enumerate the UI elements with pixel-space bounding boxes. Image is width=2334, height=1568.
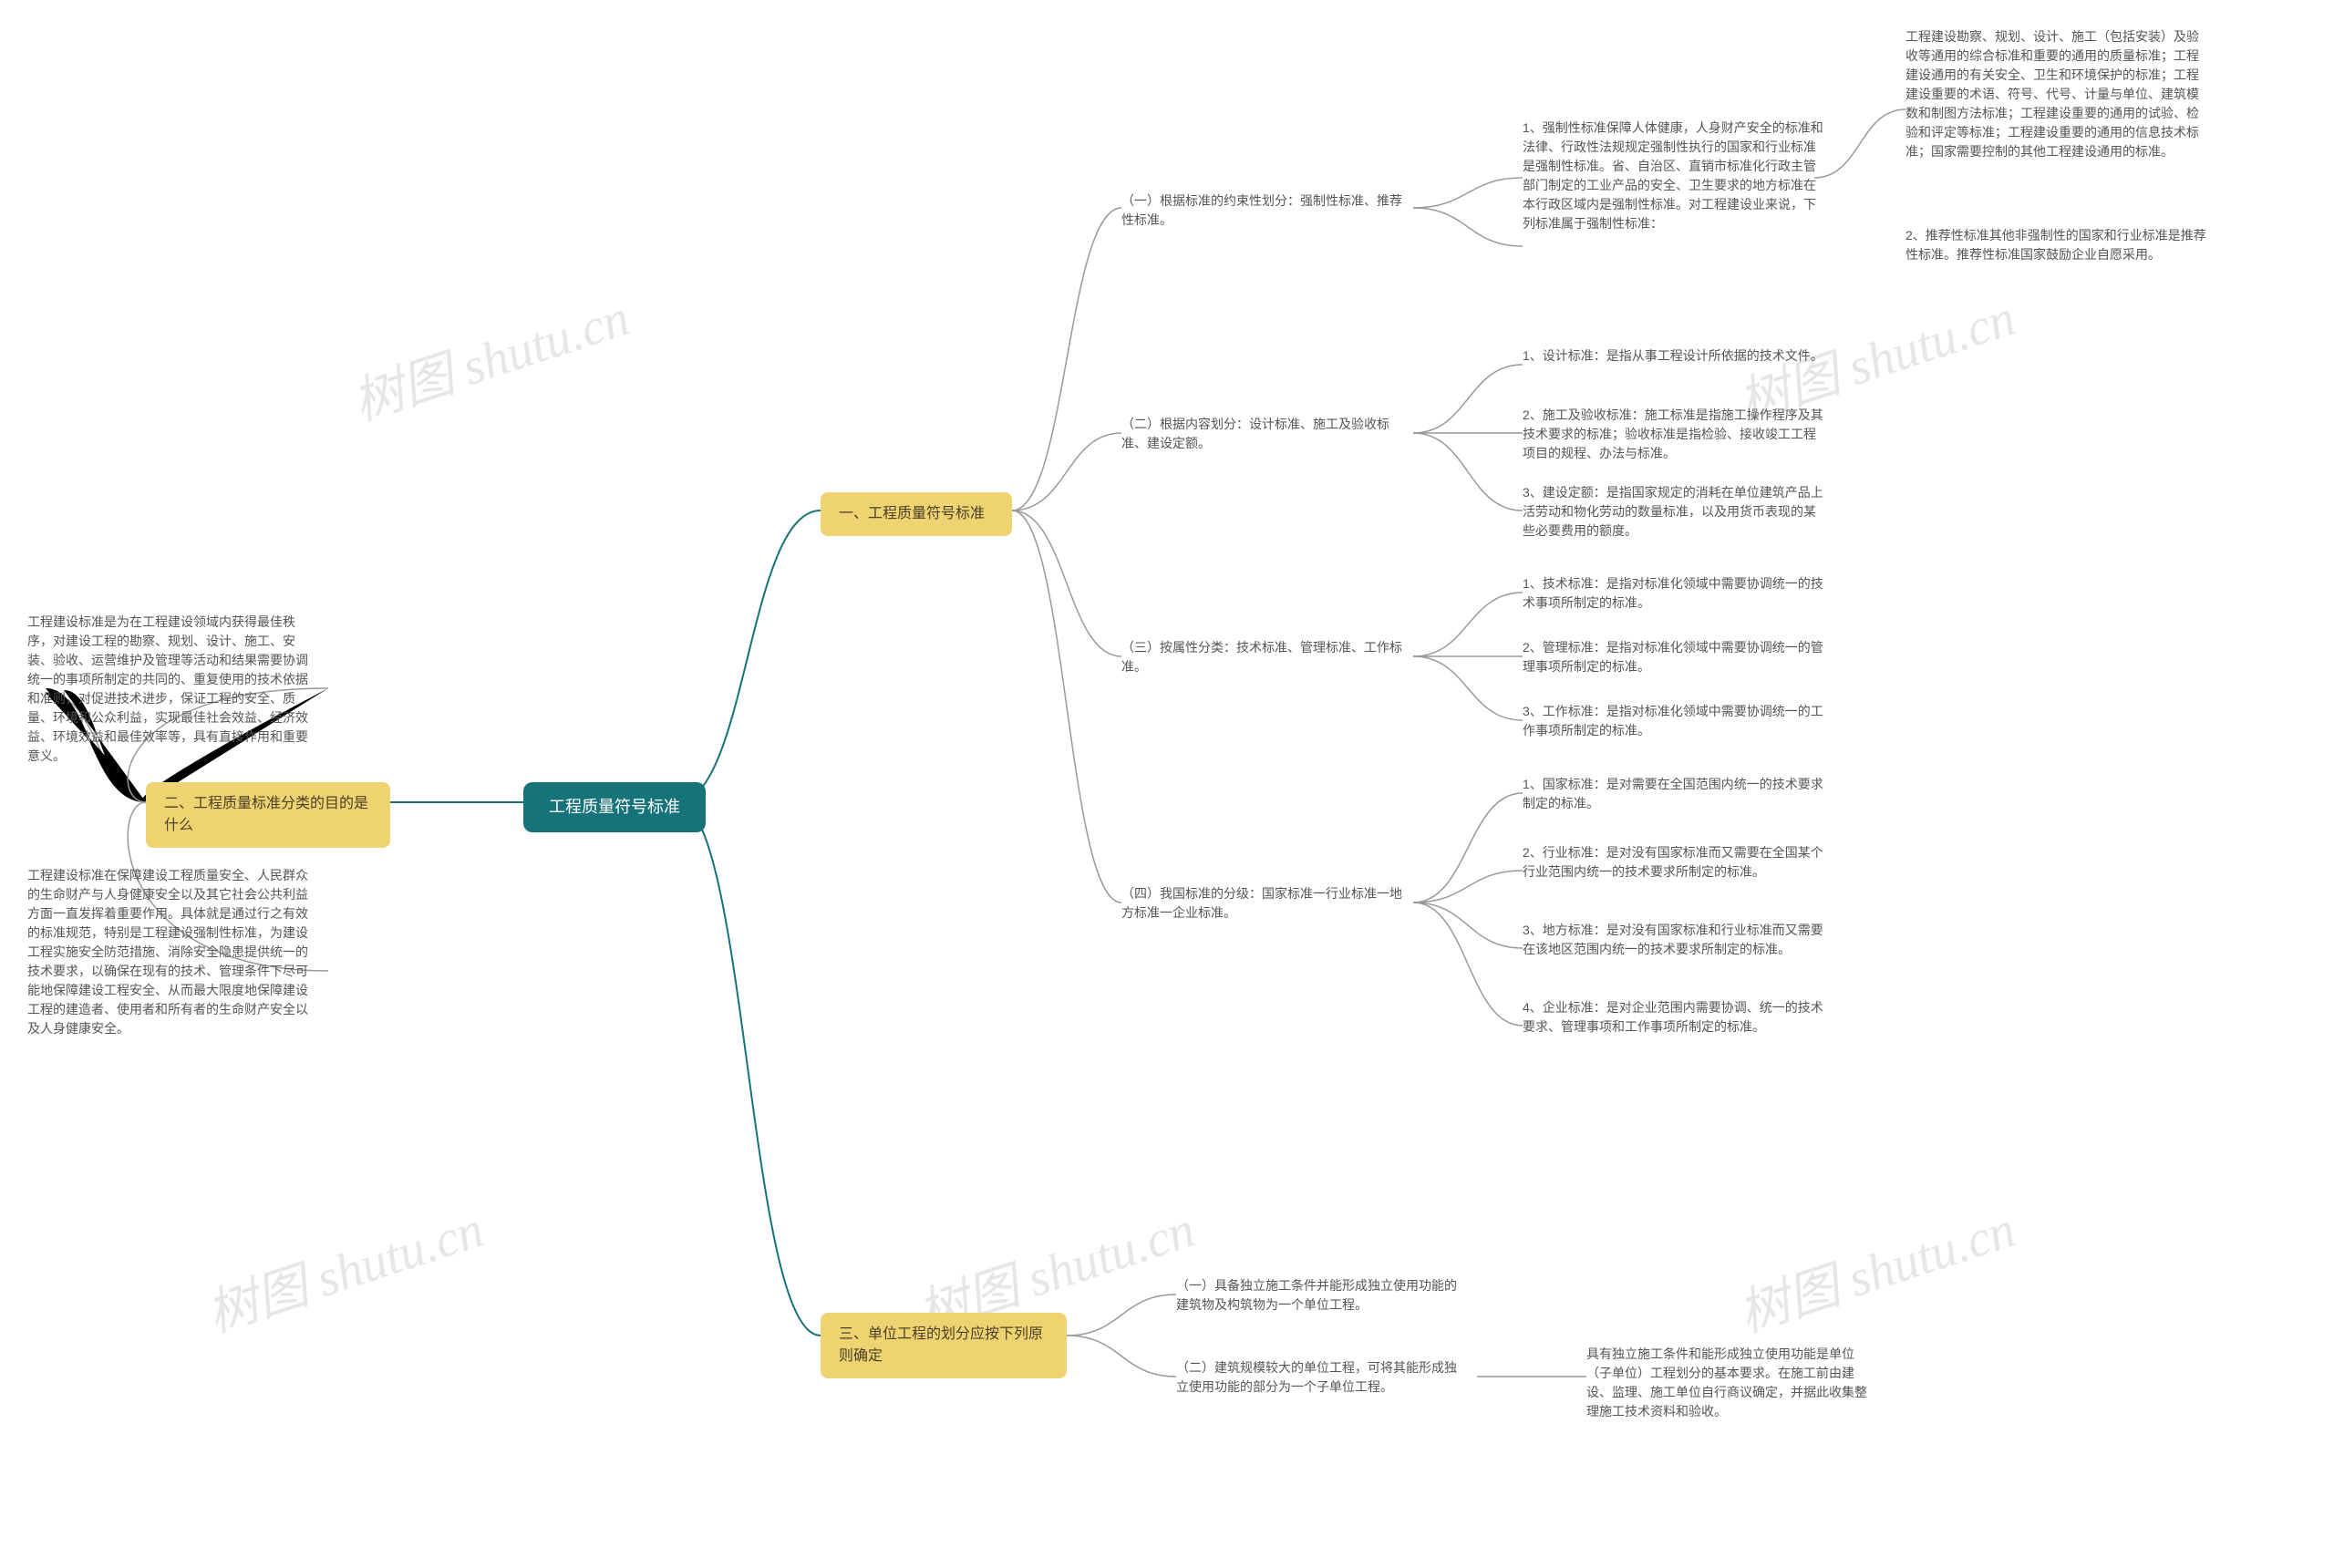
b1-s4-i2: 2、行业标准：是对没有国家标准而又需要在全国某个行业范围内统一的技术要求所制定的… (1523, 843, 1823, 882)
b1-s3-i1: 1、技术标准：是指对标准化领域中需要协调统一的技术事项所制定的标准。 (1523, 574, 1823, 613)
b1-s1-i2: 2、推荐性标准其他非强制性的国家和行业标准是推荐性标准。推荐性标准国家鼓励企业自… (1905, 226, 2206, 264)
b1-s4-i3: 3、地方标准：是对没有国家标准和行业标准而又需要在该地区范围内统一的技术要求所制… (1523, 921, 1823, 959)
b1-s3-i2: 2、管理标准：是指对标准化领域中需要协调统一的管理事项所制定的标准。 (1523, 638, 1823, 676)
watermark: 树图 shutu.cn (342, 276, 637, 435)
branch-2: 二、工程质量标准分类的目的是什么 (146, 782, 390, 848)
b1-s2-i3: 3、建设定额：是指国家规定的消耗在单位建筑产品上活劳动和物化劳动的数量标准，以及… (1523, 483, 1823, 541)
b1-s4-i4: 4、企业标准：是对企业范围内需要协调、统一的技术要求、管理事项和工作事项所制定的… (1523, 998, 1823, 1037)
b1-sub2: （二）根据内容划分：设计标准、施工及验收标准、建设定额。 (1121, 415, 1413, 453)
root-node: 工程质量符号标准 (523, 782, 706, 832)
watermark: 树图 shutu.cn (196, 1188, 491, 1346)
b1-s4-i1: 1、国家标准：是对需要在全国范围内统一的技术要求制定的标准。 (1523, 775, 1823, 813)
b2-i1: 工程建设标准是为在工程建设领域内获得最佳秩序，对建设工程的勘察、规划、设计、施工… (27, 613, 319, 766)
branch-1: 一、工程质量符号标准 (821, 492, 1012, 536)
b1-sub1: （一）根据标准的约束性划分：强制性标准、推荐性标准。 (1121, 191, 1413, 230)
b1-s2-i2: 2、施工及验收标准：施工标准是指施工操作程序及其技术要求的标准；验收标准是指检验… (1523, 406, 1823, 463)
watermark: 树图 shutu.cn (1728, 1188, 2023, 1346)
b1-sub4: （四）我国标准的分级：国家标准一行业标准一地方标准一企业标准。 (1121, 884, 1413, 923)
b3-s1: （一）具备独立施工条件并能形成独立使用功能的建筑物及构筑物为一个单位工程。 (1176, 1276, 1468, 1315)
b1-s1-i1: 1、强制性标准保障人体健康，人身财产安全的标准和法律、行政性法规规定强制性执行的… (1523, 119, 1823, 233)
branch-3: 三、单位工程的划分应按下列原则确定 (821, 1313, 1067, 1378)
b1-sub3: （三）按属性分类：技术标准、管理标准、工作标准。 (1121, 638, 1413, 676)
b2-i2: 工程建设标准在保障建设工程质量安全、人民群众的生命财产与人身健康安全以及其它社会… (27, 866, 319, 1038)
b3-s2: （二）建筑规模较大的单位工程，可将其能形成独立使用功能的部分为一个子单位工程。 (1176, 1358, 1468, 1397)
b1-s2-i1: 1、设计标准：是指从事工程设计所依据的技术文件。 (1523, 346, 1823, 366)
b1-s1-i1a: 工程建设勘察、规划、设计、施工（包括安装）及验收等通用的综合标准和重要的通用的质… (1905, 27, 2206, 161)
b3-s2-item: 具有独立施工条件和能形成独立使用功能是单位（子单位）工程划分的基本要求。在施工前… (1586, 1345, 1878, 1421)
b1-s3-i3: 3、工作标准：是指对标准化领域中需要协调统一的工作事项所制定的标准。 (1523, 702, 1823, 740)
